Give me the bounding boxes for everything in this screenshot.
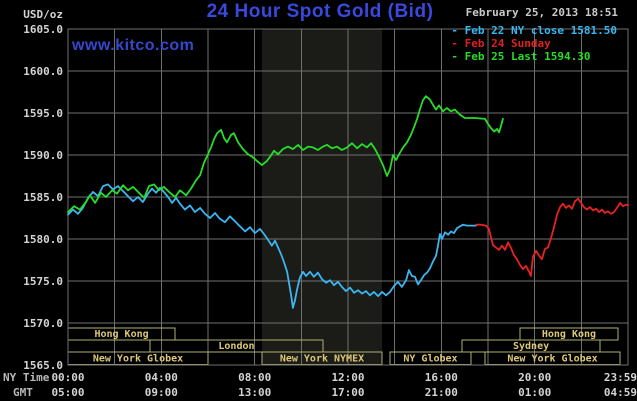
x-axis-ny-time-label: NY Time — [3, 371, 50, 384]
x-axis-ny-tick-label: 12:00 — [331, 371, 364, 384]
y-axis-tick-label: 1580.0 — [23, 233, 63, 246]
legend-item: - Feb 22 NY close 1581.50 — [451, 24, 617, 37]
session-label: Hong Kong — [94, 329, 148, 340]
session-label: Hong Kong — [542, 329, 596, 340]
x-axis-ny-tick-label: 00:00 — [51, 371, 84, 384]
y-axis-unit-label: USD/oz — [23, 8, 63, 21]
kitco-watermark: www.kitco.com — [72, 37, 195, 54]
y-axis-tick-label: 1605.0 — [23, 23, 63, 36]
series-line-feb-24 — [475, 197, 629, 277]
x-axis-gmt-tick-label: 05:00 — [51, 386, 84, 399]
session-box — [67, 339, 151, 353]
x-axis-gmt-tick-label: 17:00 — [331, 386, 364, 399]
legend-item: - Feb 25 Last 1594.30 — [451, 50, 591, 63]
session-label: New York Globex — [507, 354, 597, 365]
y-axis-tick-label: 1600.0 — [23, 65, 63, 78]
x-axis-ny-tick-label: 16:00 — [425, 371, 458, 384]
x-axis-gmt-label: GMT — [13, 386, 33, 399]
session-label: London — [218, 341, 254, 352]
chart-timestamp: February 25, 2013 18:51 — [465, 6, 618, 19]
legend-item: - Feb 24 Sunday — [451, 37, 551, 50]
x-axis-gmt-tick-label: 01:00 — [518, 386, 551, 399]
x-axis-gmt-tick-label: 21:00 — [425, 386, 458, 399]
session-label: New York NYMEX — [280, 354, 364, 365]
series-line-feb-25 — [67, 95, 504, 214]
session-box — [149, 339, 324, 353]
y-axis-tick-label: 1575.0 — [23, 275, 63, 288]
x-axis-gmt-tick-label: 04:59 — [604, 386, 637, 399]
x-axis-gmt-tick-label: 09:00 — [145, 386, 178, 399]
y-axis-tick-label: 1570.0 — [23, 317, 63, 330]
session-label: Sydney — [513, 341, 549, 352]
x-axis-ny-tick-label: 23:59 — [604, 371, 637, 384]
legend: - Feb 22 NY close 1581.50- Feb 24 Sunday… — [451, 24, 617, 63]
x-axis-ny-tick-label: 08:00 — [238, 371, 271, 384]
y-axis-tick-label: 1565.0 — [23, 359, 63, 372]
plot-border — [67, 28, 629, 366]
session-label: NY Globex — [403, 354, 457, 365]
y-axis-tick-label: 1595.0 — [23, 107, 63, 120]
session-label: New York Globex — [93, 354, 183, 365]
y-axis-tick-label: 1585.0 — [23, 191, 63, 204]
page-title: 24 Hour Spot Gold (Bid) — [206, 1, 434, 22]
x-axis-ny-tick-label: 04:00 — [145, 371, 178, 384]
series-line-feb-22 — [67, 183, 478, 309]
x-axis-gmt-tick-label: 13:00 — [238, 386, 271, 399]
x-axis-ny-tick-label: 20:00 — [518, 371, 551, 384]
y-axis-tick-label: 1590.0 — [23, 149, 63, 162]
